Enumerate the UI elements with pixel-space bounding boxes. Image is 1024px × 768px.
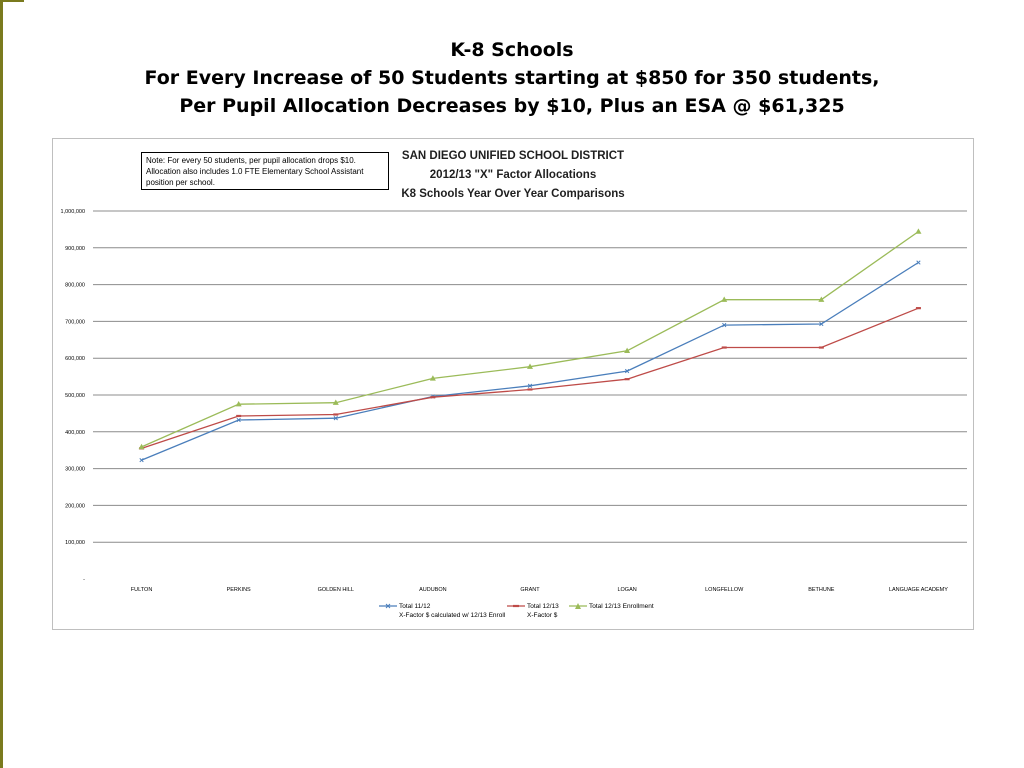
note-box: Note: For every 50 students, per pupil a… bbox=[141, 152, 389, 190]
y-tick-label: - bbox=[83, 577, 85, 583]
note-line-3: position per school. bbox=[146, 178, 215, 187]
x-tick-label: LANGUAGE ACADEMY bbox=[889, 587, 948, 593]
series-2-point bbox=[915, 228, 922, 234]
y-tick-label: 600,000 bbox=[65, 356, 85, 362]
series-2-point bbox=[429, 375, 436, 381]
left-accent-rule bbox=[0, 0, 3, 768]
series-2-point bbox=[235, 401, 242, 407]
y-tick-label: 500,000 bbox=[65, 393, 85, 399]
chart-title: SAN DIEGO UNIFIED SCHOOL DISTRICT 2012/1… bbox=[353, 147, 673, 204]
series-2-point bbox=[332, 399, 339, 405]
y-tick-label: 300,000 bbox=[65, 467, 85, 473]
x-tick-label: LONGFELLOW bbox=[705, 587, 744, 593]
y-tick-label: 200,000 bbox=[65, 503, 85, 509]
legend-sublabel-total-11-12: X-Factor $ calculated w/ 12/13 Enroll bbox=[399, 612, 506, 619]
x-tick-label: BETHUNE bbox=[808, 587, 835, 593]
y-tick-label: 900,000 bbox=[65, 246, 85, 252]
series-0-point bbox=[527, 383, 533, 388]
legend-sublabel-total-12-13: X-Factor $ bbox=[527, 612, 558, 619]
note-line-1: Note: For every 50 students, per pupil a… bbox=[146, 156, 356, 165]
x-tick-label: LOGAN bbox=[617, 587, 636, 593]
series-line-1 bbox=[141, 307, 919, 450]
chart-title-line-2: 2012/13 "X" Factor Allocations bbox=[429, 169, 597, 181]
x-tick-label: AUDUBON bbox=[419, 587, 447, 593]
series-line-2 bbox=[141, 231, 919, 448]
series-2-point bbox=[721, 296, 728, 302]
legend-swatch-total-12-13-enrollment bbox=[569, 603, 587, 609]
series-0-point bbox=[916, 260, 921, 265]
y-tick-label: 700,000 bbox=[65, 319, 85, 325]
x-tick-label: PERKINS bbox=[227, 587, 251, 593]
legend-label-total-12-13-enrollment: Total 12/13 Enrollment bbox=[589, 603, 654, 610]
y-tick-label: 400,000 bbox=[65, 430, 85, 436]
x-tick-label: GOLDEN HILL bbox=[318, 587, 354, 593]
chart-title-line-3: K8 Schools Year Over Year Comparisons bbox=[401, 188, 625, 200]
x-tick-label: GRANT bbox=[520, 587, 540, 593]
series-0-point bbox=[722, 322, 727, 328]
legend-label-total-11-12: Total 11/12 bbox=[399, 603, 431, 610]
series-line-0 bbox=[141, 261, 919, 461]
series-0-point bbox=[139, 457, 144, 463]
series-2-point bbox=[527, 363, 533, 369]
x-tick-label: FULTON bbox=[131, 587, 153, 593]
series-0-point bbox=[333, 416, 338, 421]
series-2-point bbox=[818, 296, 825, 302]
chart-frame: - 100,000 200,000 300,000 400,000 500,000 600,… bbox=[52, 138, 974, 630]
slide-title-line-1: K-8 Schools bbox=[450, 39, 574, 61]
series-0-point bbox=[819, 321, 824, 327]
y-tick-label: 1,000,000 bbox=[61, 209, 85, 215]
y-tick-label: 100,000 bbox=[65, 540, 85, 546]
slide-title-line-3: Per Pupil Allocation Decreases by $10, P… bbox=[179, 95, 845, 117]
legend-swatch-total-11-12 bbox=[379, 603, 397, 609]
series-0-point bbox=[624, 368, 630, 374]
slide-title-line-2: For Every Increase of 50 Students starti… bbox=[144, 67, 880, 89]
series-0-point bbox=[236, 417, 241, 423]
line-chart: - 100,000 200,000 300,000 400,000 500,000 600,… bbox=[61, 209, 967, 593]
chart-title-line-1: SAN DIEGO UNIFIED SCHOOL DISTRICT bbox=[401, 150, 625, 162]
slide-title: K-8 Schools For Every Increase of 50 Stu… bbox=[0, 36, 1024, 120]
legend-swatch-total-12-13 bbox=[507, 604, 525, 608]
note-line-2: Allocation also includes 1.0 FTE Element… bbox=[146, 167, 364, 176]
y-tick-label: 800,000 bbox=[65, 283, 85, 289]
top-accent-tick bbox=[0, 0, 24, 2]
series-2-point bbox=[138, 443, 145, 450]
series-2-point bbox=[624, 347, 631, 354]
legend-label-total-12-13: Total 12/13 bbox=[527, 603, 559, 610]
